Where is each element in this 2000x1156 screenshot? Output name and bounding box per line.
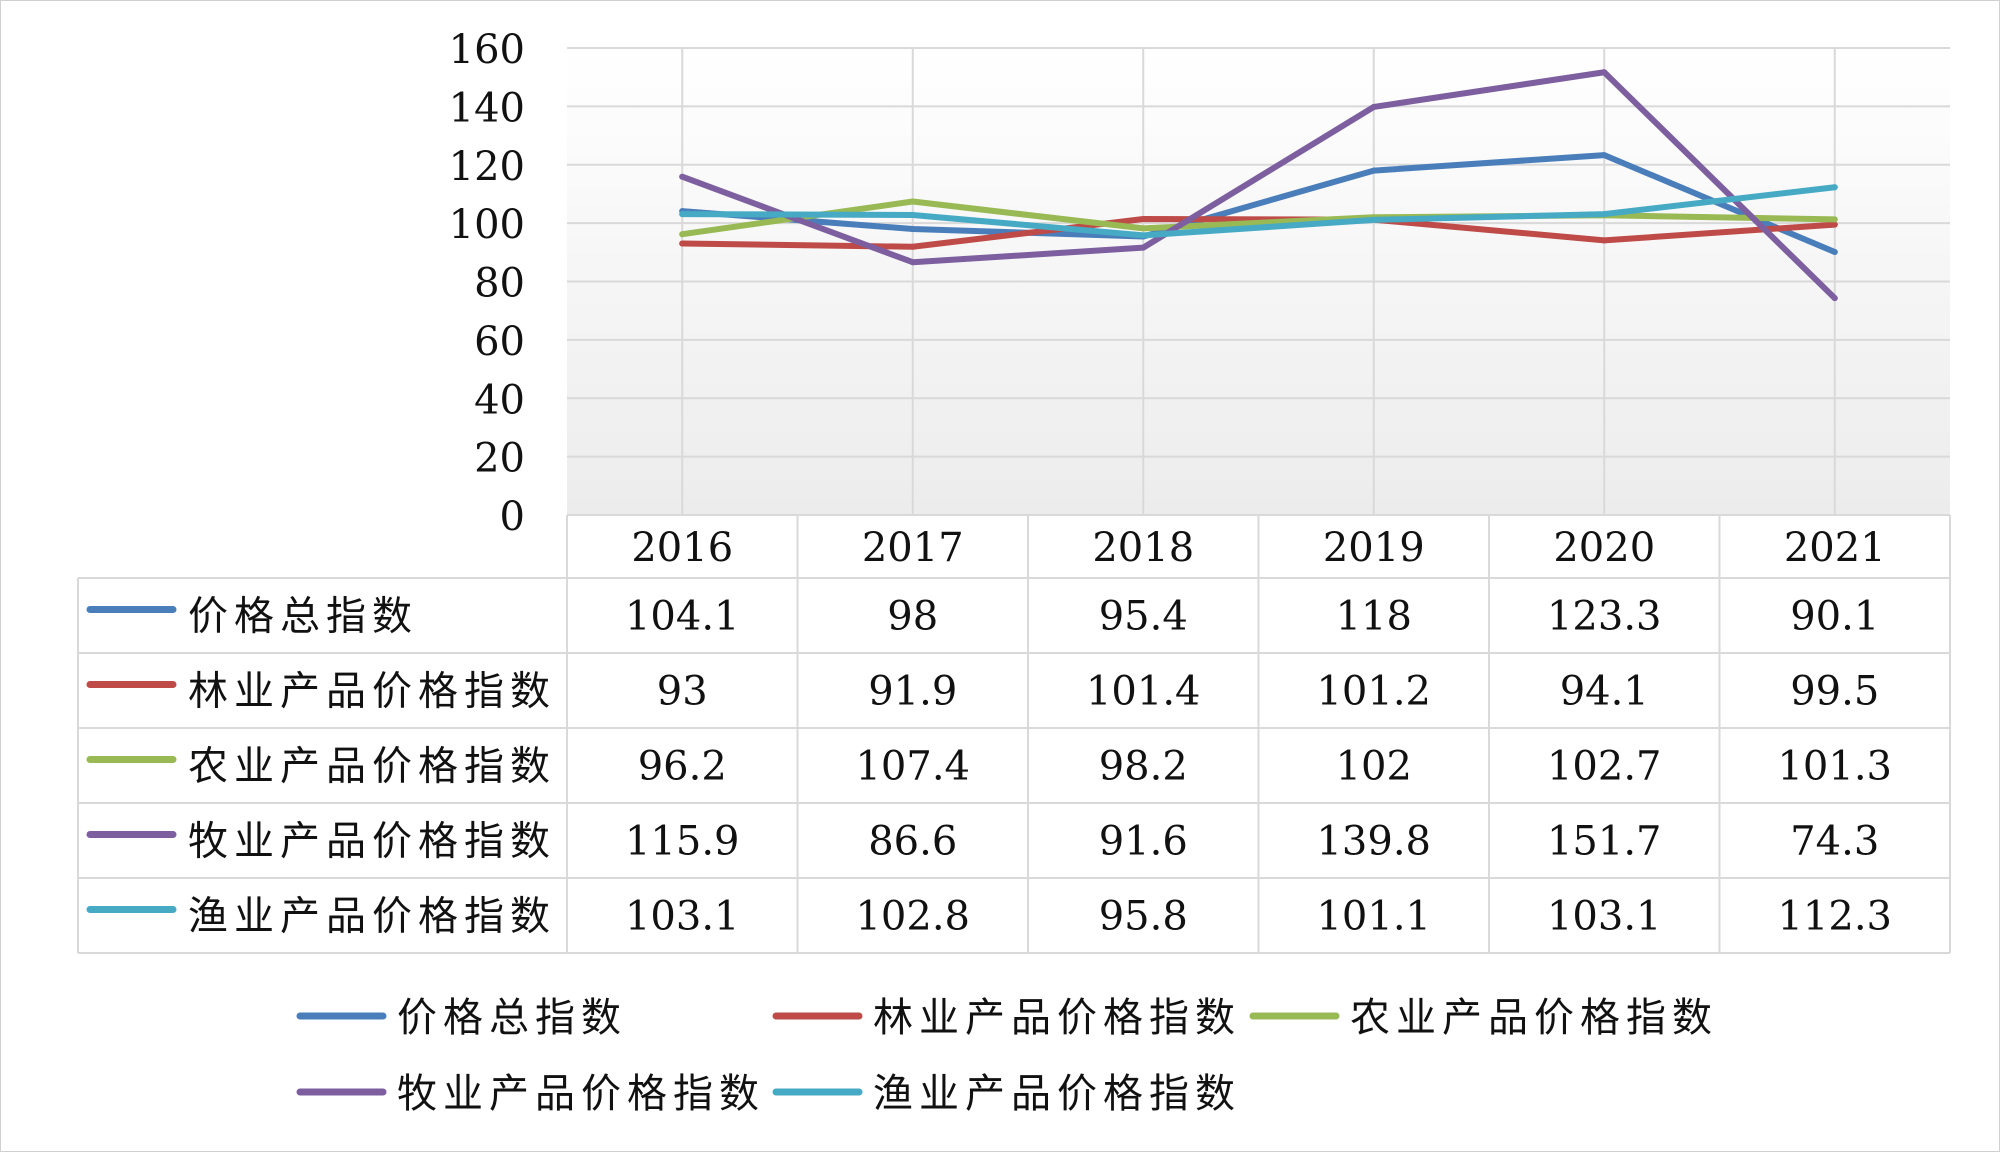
y-tick-label: 40 xyxy=(474,377,525,423)
grid-lines xyxy=(567,47,1950,515)
data-label: 115.9 xyxy=(625,819,740,865)
series-line xyxy=(679,152,1838,256)
data-label: 102.8 xyxy=(855,894,970,940)
series-line xyxy=(679,69,1838,302)
y-tick-label: 100 xyxy=(449,202,525,248)
data-point xyxy=(679,240,686,247)
data-point xyxy=(1370,167,1377,174)
data-point xyxy=(1140,232,1147,239)
x-tick-label: 2019 xyxy=(1323,525,1425,571)
data-label: 90.1 xyxy=(1790,594,1879,640)
data-point xyxy=(1831,216,1838,223)
x-tick-label: 2018 xyxy=(1092,525,1194,571)
data-label: 118 xyxy=(1336,594,1412,640)
legend-label: 林业产品价格指数 xyxy=(873,995,1241,1041)
data-point xyxy=(1140,225,1147,232)
data-point xyxy=(909,198,916,205)
data-label: 102 xyxy=(1336,744,1412,790)
x-tick-label: 2016 xyxy=(631,525,733,571)
data-label: 95.4 xyxy=(1099,594,1188,640)
table-series-name: 农业产品价格指数 xyxy=(188,744,556,790)
data-point xyxy=(909,225,916,232)
data-point xyxy=(679,211,686,218)
data-label: 91.9 xyxy=(868,669,957,715)
data-label: 98.2 xyxy=(1099,744,1188,790)
y-tick-label: 80 xyxy=(474,261,525,307)
data-point xyxy=(1370,103,1377,110)
legend-label: 价格总指数 xyxy=(397,995,627,1041)
data-point xyxy=(1831,295,1838,302)
data-table: 2016 2017 2018 2019 2020 2021 价格总指数 104.1 98 95.4… xyxy=(77,514,1951,954)
legend-label: 农业产品价格指数 xyxy=(1350,995,1718,1041)
data-label: 101.2 xyxy=(1316,669,1431,715)
y-axis-ticks: 0 20 40 60 80 100 120 140 160 xyxy=(449,27,525,540)
y-tick-label: 160 xyxy=(449,27,525,73)
y-tick-label: 120 xyxy=(449,144,525,190)
data-label: 103.1 xyxy=(625,894,740,940)
data-point xyxy=(1831,221,1838,228)
x-tick-label: 2020 xyxy=(1553,525,1655,571)
data-point xyxy=(679,173,686,180)
data-label: 151.7 xyxy=(1547,819,1662,865)
series-line xyxy=(679,198,1838,238)
data-point xyxy=(1140,244,1147,251)
data-point xyxy=(1140,216,1147,223)
data-point xyxy=(1601,237,1608,244)
data-label: 74.3 xyxy=(1790,819,1879,865)
data-label: 91.6 xyxy=(1099,819,1188,865)
data-label: 104.1 xyxy=(625,594,740,640)
data-label: 99.5 xyxy=(1790,669,1879,715)
data-point xyxy=(1831,249,1838,256)
data-point xyxy=(1601,69,1608,76)
data-label: 98 xyxy=(887,594,938,640)
y-tick-label: 60 xyxy=(474,319,525,365)
data-point xyxy=(909,243,916,250)
data-label: 112.3 xyxy=(1777,894,1892,940)
data-point xyxy=(909,259,916,266)
data-point xyxy=(909,211,916,218)
data-label: 101.1 xyxy=(1316,894,1431,940)
data-label: 139.8 xyxy=(1316,819,1431,865)
data-label: 107.4 xyxy=(855,744,970,790)
legend-label: 渔业产品价格指数 xyxy=(873,1071,1241,1117)
y-tick-label: 20 xyxy=(474,436,525,482)
data-label: 95.8 xyxy=(1099,894,1188,940)
series-lines xyxy=(679,69,1838,302)
table-series-name: 价格总指数 xyxy=(188,594,418,640)
table-series-name: 林业产品价格指数 xyxy=(188,669,556,715)
data-point xyxy=(679,231,686,238)
data-point xyxy=(1601,211,1608,218)
data-label: 101.4 xyxy=(1086,669,1201,715)
data-label: 86.6 xyxy=(868,819,957,865)
data-label: 103.1 xyxy=(1547,894,1662,940)
series-line xyxy=(679,184,1838,239)
table-series-name: 牧业产品价格指数 xyxy=(188,819,556,865)
data-point xyxy=(1601,152,1608,159)
x-tick-label: 2021 xyxy=(1784,525,1886,571)
data-label: 94.1 xyxy=(1560,669,1649,715)
data-label: 102.7 xyxy=(1547,744,1662,790)
data-label: 123.3 xyxy=(1547,594,1662,640)
y-tick-label: 140 xyxy=(449,85,525,131)
data-point xyxy=(1831,184,1838,191)
data-label: 96.2 xyxy=(638,744,727,790)
legend-label: 牧业产品价格指数 xyxy=(397,1071,765,1117)
y-tick-label: 0 xyxy=(500,494,525,540)
data-point xyxy=(1370,216,1377,223)
table-series-name: 渔业产品价格指数 xyxy=(188,894,556,940)
data-label: 101.3 xyxy=(1777,744,1892,790)
x-tick-label: 2017 xyxy=(862,525,964,571)
data-label: 93 xyxy=(657,669,708,715)
